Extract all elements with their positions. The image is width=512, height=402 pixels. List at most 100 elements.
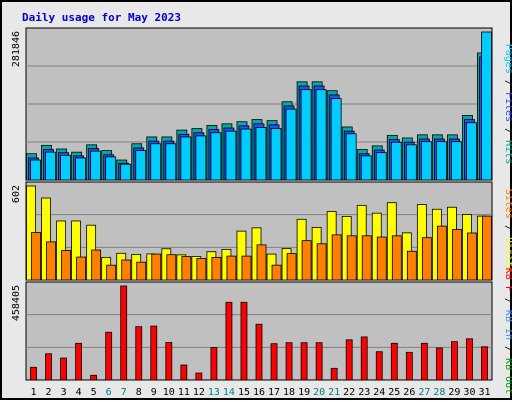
day-label-5: 5 — [91, 387, 97, 398]
bar-pages-day-31 — [481, 31, 492, 181]
legend-bot: KB F / KB In / KB Out — [503, 268, 512, 394]
bar-sites-day-4 — [76, 256, 87, 281]
bar-sites-day-20 — [316, 243, 327, 281]
bar-pages-day-27 — [420, 141, 432, 181]
bar-pages-day-11 — [180, 136, 192, 181]
legend-mid: Sites / Visits — [503, 189, 512, 273]
bar-pages-day-15 — [240, 128, 252, 181]
day-label-23: 23 — [358, 387, 370, 398]
bar-kbytes-day-12 — [195, 372, 203, 381]
max-label-mid: 602 — [11, 185, 22, 203]
bar-pages-day-16 — [255, 127, 267, 181]
bar-kbytes-day-30 — [466, 338, 473, 381]
bar-sites-day-1 — [31, 232, 41, 281]
bar-kbytes-day-20 — [315, 342, 323, 381]
bar-pages-day-9 — [150, 143, 162, 181]
bar-kbytes-day-14 — [225, 301, 233, 381]
bar-sites-day-19 — [301, 240, 312, 281]
day-label-4: 4 — [76, 387, 82, 398]
bar-sites-day-23 — [361, 235, 372, 281]
bar-kbytes-day-24 — [375, 351, 383, 381]
bar-kbytes-day-16 — [255, 323, 263, 381]
day-label-14: 14 — [223, 387, 235, 398]
bar-pages-day-23 — [360, 155, 372, 181]
bar-sites-day-22 — [346, 235, 357, 281]
bar-pages-day-6 — [105, 156, 117, 181]
day-label-2: 2 — [46, 387, 52, 398]
bar-sites-day-17 — [271, 264, 282, 281]
bar-sites-day-2 — [46, 241, 56, 281]
day-label-8: 8 — [136, 387, 142, 398]
bar-kbytes-day-11 — [180, 364, 188, 381]
bar-sites-day-15 — [241, 255, 252, 281]
bar-pages-day-21 — [330, 98, 342, 181]
day-label-22: 22 — [343, 387, 355, 398]
bar-kbytes-day-15 — [240, 301, 248, 381]
bar-sites-day-28 — [436, 225, 447, 281]
bar-pages-day-17 — [270, 128, 282, 181]
bar-kbytes-day-28 — [435, 347, 443, 381]
legend-entry: KB In — [503, 304, 512, 340]
bar-visits-day-2 — [41, 197, 51, 281]
day-label-12: 12 — [193, 387, 205, 398]
bar-sites-day-8 — [136, 261, 147, 281]
bar-sites-day-26 — [406, 250, 417, 281]
bar-sites-day-5 — [91, 249, 102, 281]
day-label-25: 25 — [388, 387, 400, 398]
bar-pages-day-3 — [60, 154, 71, 181]
bar-pages-day-22 — [345, 133, 357, 181]
legend-entry: Hits — [503, 134, 512, 164]
bar-kbytes-day-26 — [405, 351, 413, 381]
legend-entry: Visits — [503, 231, 512, 273]
bar-sites-day-14 — [226, 255, 237, 281]
bar-sites-day-10 — [166, 254, 177, 281]
bar-sites-day-9 — [151, 253, 162, 281]
bar-kbytes-day-22 — [345, 339, 353, 381]
legend-entry: / — [503, 74, 512, 86]
legend-entry: KB F — [503, 268, 512, 292]
bar-pages-day-4 — [75, 157, 87, 181]
bar-sites-day-18 — [286, 253, 297, 281]
bar-pages-day-29 — [451, 141, 462, 181]
bar-sites-day-30 — [467, 232, 477, 281]
legend-top: Pages / Files / Hits — [503, 44, 512, 164]
bar-sites-day-3 — [61, 250, 71, 281]
day-label-16: 16 — [253, 387, 265, 398]
day-label-9: 9 — [151, 387, 157, 398]
day-label-21: 21 — [328, 387, 340, 398]
day-label-26: 26 — [403, 387, 415, 398]
day-label-28: 28 — [433, 387, 445, 398]
day-label-24: 24 — [373, 387, 385, 398]
bar-pages-day-12 — [195, 135, 207, 181]
bar-kbytes-day-17 — [270, 343, 278, 381]
bar-kbytes-day-3 — [60, 357, 67, 381]
day-label-11: 11 — [178, 387, 190, 398]
day-label-30: 30 — [463, 387, 475, 398]
bar-pages-day-1 — [30, 159, 41, 181]
bar-sites-day-29 — [452, 229, 462, 281]
day-label-10: 10 — [163, 387, 175, 398]
day-label-31: 31 — [478, 387, 490, 398]
day-label-29: 29 — [448, 387, 460, 398]
bar-pages-day-26 — [405, 144, 417, 181]
bar-pages-day-24 — [375, 152, 387, 181]
bar-sites-day-13 — [211, 256, 222, 281]
bar-kbytes-day-23 — [360, 336, 368, 381]
bar-kbytes-day-10 — [165, 342, 173, 381]
legend-entry: / — [503, 340, 512, 352]
bar-sites-day-27 — [421, 237, 432, 281]
bar-pages-day-13 — [210, 132, 222, 181]
bar-sites-day-24 — [376, 236, 387, 281]
day-label-13: 13 — [208, 387, 220, 398]
day-label-20: 20 — [313, 387, 325, 398]
bar-kbytes-day-18 — [285, 342, 293, 381]
bar-sites-day-25 — [391, 235, 402, 281]
day-label-15: 15 — [238, 387, 250, 398]
legend-entry: / — [503, 122, 512, 134]
bar-pages-day-20 — [315, 89, 327, 181]
bar-kbytes-day-19 — [300, 342, 308, 381]
day-label-17: 17 — [268, 387, 280, 398]
bar-kbytes-day-13 — [210, 347, 218, 381]
bar-kbytes-day-29 — [451, 341, 458, 381]
